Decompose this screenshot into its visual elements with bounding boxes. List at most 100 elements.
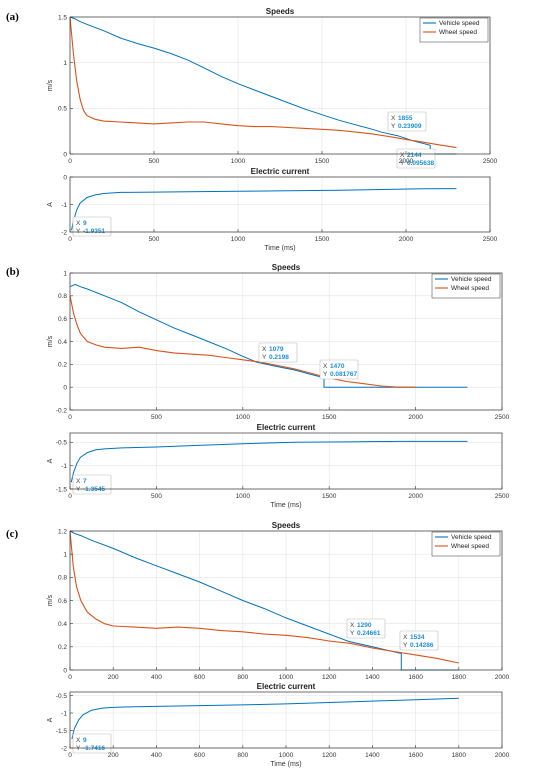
x-tick-label: 400	[151, 674, 162, 681]
series-wheel-speed	[69, 16, 457, 149]
datatip-box	[258, 342, 298, 363]
x-axis-label: Time (ms)	[264, 245, 295, 252]
plot-frame	[69, 432, 503, 490]
datatip-y-value: 0.24661	[357, 630, 381, 637]
legend-entry: Vehicle speed	[451, 534, 492, 541]
x-tick-label: 1500	[315, 158, 330, 165]
x-tick-label: 0	[68, 414, 72, 421]
y-tick-label: 0.4	[58, 339, 67, 346]
x-axis-label: Time (ms)	[270, 502, 301, 509]
datatip-y-label: Y	[76, 745, 81, 752]
y-tick-label: 1	[63, 270, 67, 277]
legend-entry: Vehicle speed	[439, 20, 480, 27]
y-tick-label: 0.4	[58, 621, 67, 628]
y-tick-label: 0.8	[58, 575, 67, 582]
y-tick-label: -2	[61, 745, 67, 752]
x-tick-label: 1200	[322, 752, 337, 759]
datatip-box	[319, 359, 359, 380]
x-tick-label: 800	[237, 752, 248, 759]
y-tick-label: 0.2	[58, 362, 67, 369]
x-tick-label: 2500	[495, 493, 510, 500]
datatip-x-value: 1290	[357, 622, 372, 629]
series-electric-current	[70, 440, 468, 483]
legend-entry: Wheel speed	[451, 285, 489, 292]
y-tick-label: 1.2	[58, 528, 67, 535]
datatip-x-value: 1855	[398, 115, 413, 122]
datatip: X 9Y -1.7416	[72, 733, 112, 754]
datatip-x-label: X	[391, 115, 396, 122]
datatip-x-label: X	[76, 478, 81, 485]
y-axis-label: A	[47, 458, 54, 463]
x-tick-label: 1200	[322, 674, 337, 681]
datatip-x-value: 1534	[410, 634, 425, 641]
chart-title: Electric current	[257, 423, 316, 432]
x-tick-label: 200	[108, 752, 119, 759]
y-tick-label: -1	[61, 710, 67, 717]
x-tick-label: 1600	[408, 674, 423, 681]
legend-box	[431, 273, 501, 299]
series-vehicle-speed	[69, 283, 468, 388]
series-electric-current	[71, 188, 457, 231]
y-tick-label: -1	[61, 463, 67, 470]
y-tick-label: 1	[63, 60, 67, 67]
y-axis-label: m/s	[47, 335, 54, 347]
plot-frame	[69, 16, 491, 155]
x-tick-label: 0	[68, 493, 72, 500]
x-tick-label: 2500	[495, 414, 510, 421]
y-tick-label: -2	[61, 229, 67, 236]
panel-label: (c)	[6, 528, 19, 540]
panel-label: (a)	[6, 11, 19, 23]
x-tick-label: 1000	[231, 236, 246, 243]
legend-entry: Wheel speed	[451, 543, 489, 550]
y-tick-label: 0.2	[58, 644, 67, 651]
y-tick-label: -0.5	[56, 440, 68, 447]
datatip-y-label: Y	[323, 371, 328, 378]
x-tick-label: 1000	[279, 674, 294, 681]
datatip-x-label: X	[400, 152, 405, 159]
chart-title: Speeds	[272, 263, 301, 272]
x-tick-label: 2500	[483, 158, 498, 165]
datatip-y-value: 0.095638	[407, 160, 434, 167]
x-tick-label: 400	[151, 752, 162, 759]
datatip: X 9Y -1.9351	[72, 216, 112, 237]
datatip-x-value: 9	[83, 737, 87, 744]
datatip-y-value: 0.23909	[398, 123, 422, 130]
x-tick-label: 1400	[365, 674, 380, 681]
y-tick-label: 0.8	[58, 293, 67, 300]
y-axis-label: m/s	[47, 594, 54, 606]
datatip-y-label: Y	[262, 354, 267, 361]
y-tick-label: 0	[63, 151, 67, 158]
legend-box	[419, 17, 489, 43]
x-tick-label: 2000	[399, 236, 414, 243]
x-tick-label: 1000	[279, 752, 294, 759]
x-tick-label: 500	[151, 414, 162, 421]
legend: Vehicle speed Wheel speed	[431, 531, 501, 557]
x-tick-label: 1800	[452, 674, 467, 681]
x-tick-label: 1000	[231, 158, 246, 165]
datatip-y-label: Y	[403, 642, 408, 649]
x-tick-label: 500	[149, 158, 160, 165]
x-tick-label: 1500	[315, 236, 330, 243]
x-tick-label: 1400	[365, 752, 380, 759]
datatip-x-label: X	[262, 346, 267, 353]
x-tick-label: 1600	[408, 752, 423, 759]
x-tick-label: 600	[194, 752, 205, 759]
y-tick-label: -0.5	[56, 693, 68, 700]
datatip-y-value: 0.14286	[410, 642, 434, 649]
panel-label: (b)	[6, 266, 20, 278]
datatip-box	[399, 630, 439, 651]
datatip-x-value: 7	[83, 478, 87, 485]
x-tick-label: 0	[68, 158, 72, 165]
x-tick-label: 1000	[236, 414, 251, 421]
x-tick-label: 600	[194, 674, 205, 681]
x-tick-label: 2500	[483, 236, 498, 243]
y-axis-label: A	[47, 717, 54, 722]
y-tick-label: -1.5	[56, 728, 68, 735]
series-vehicle-speed	[69, 530, 459, 671]
datatip-y-value: -1.3545	[83, 486, 105, 493]
